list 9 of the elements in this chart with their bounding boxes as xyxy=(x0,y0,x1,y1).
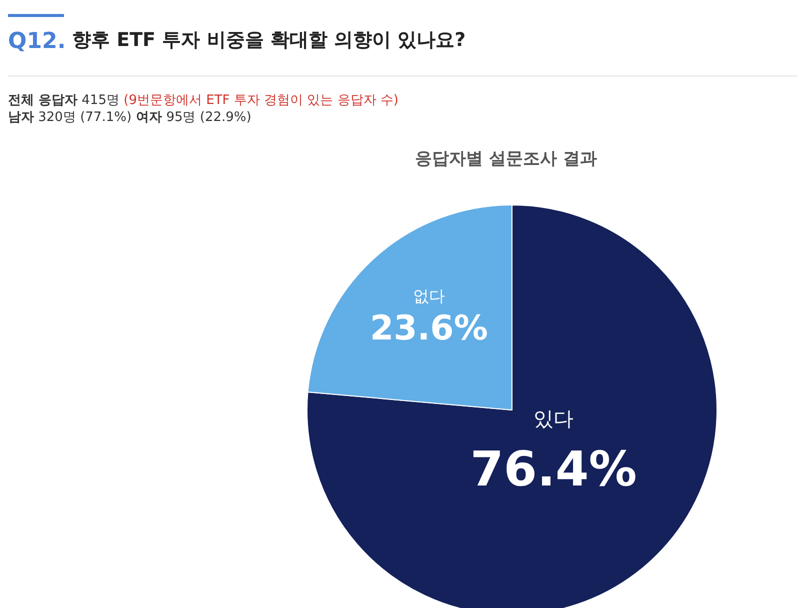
text: Q12. xyxy=(8,29,66,54)
slice-label: 없다 xyxy=(412,286,445,306)
text: 전체 응답자 415명 (9번문항에서 ETF 투자 경험이 있는 응답자 수) xyxy=(8,93,399,108)
slice-label: 있다 xyxy=(534,406,574,430)
chart-subtitle: 응답자별 설문조사 결과 xyxy=(415,149,597,169)
text: 남자 320명 (77.1%) 여자 95명 (22.9%) xyxy=(8,110,252,125)
data-label: 76.4% xyxy=(470,441,637,498)
chart-title: 향후 ETF 투자 비중을 확대할 의향이 있나요? xyxy=(72,29,466,51)
data-label: 23.6% xyxy=(370,308,488,348)
